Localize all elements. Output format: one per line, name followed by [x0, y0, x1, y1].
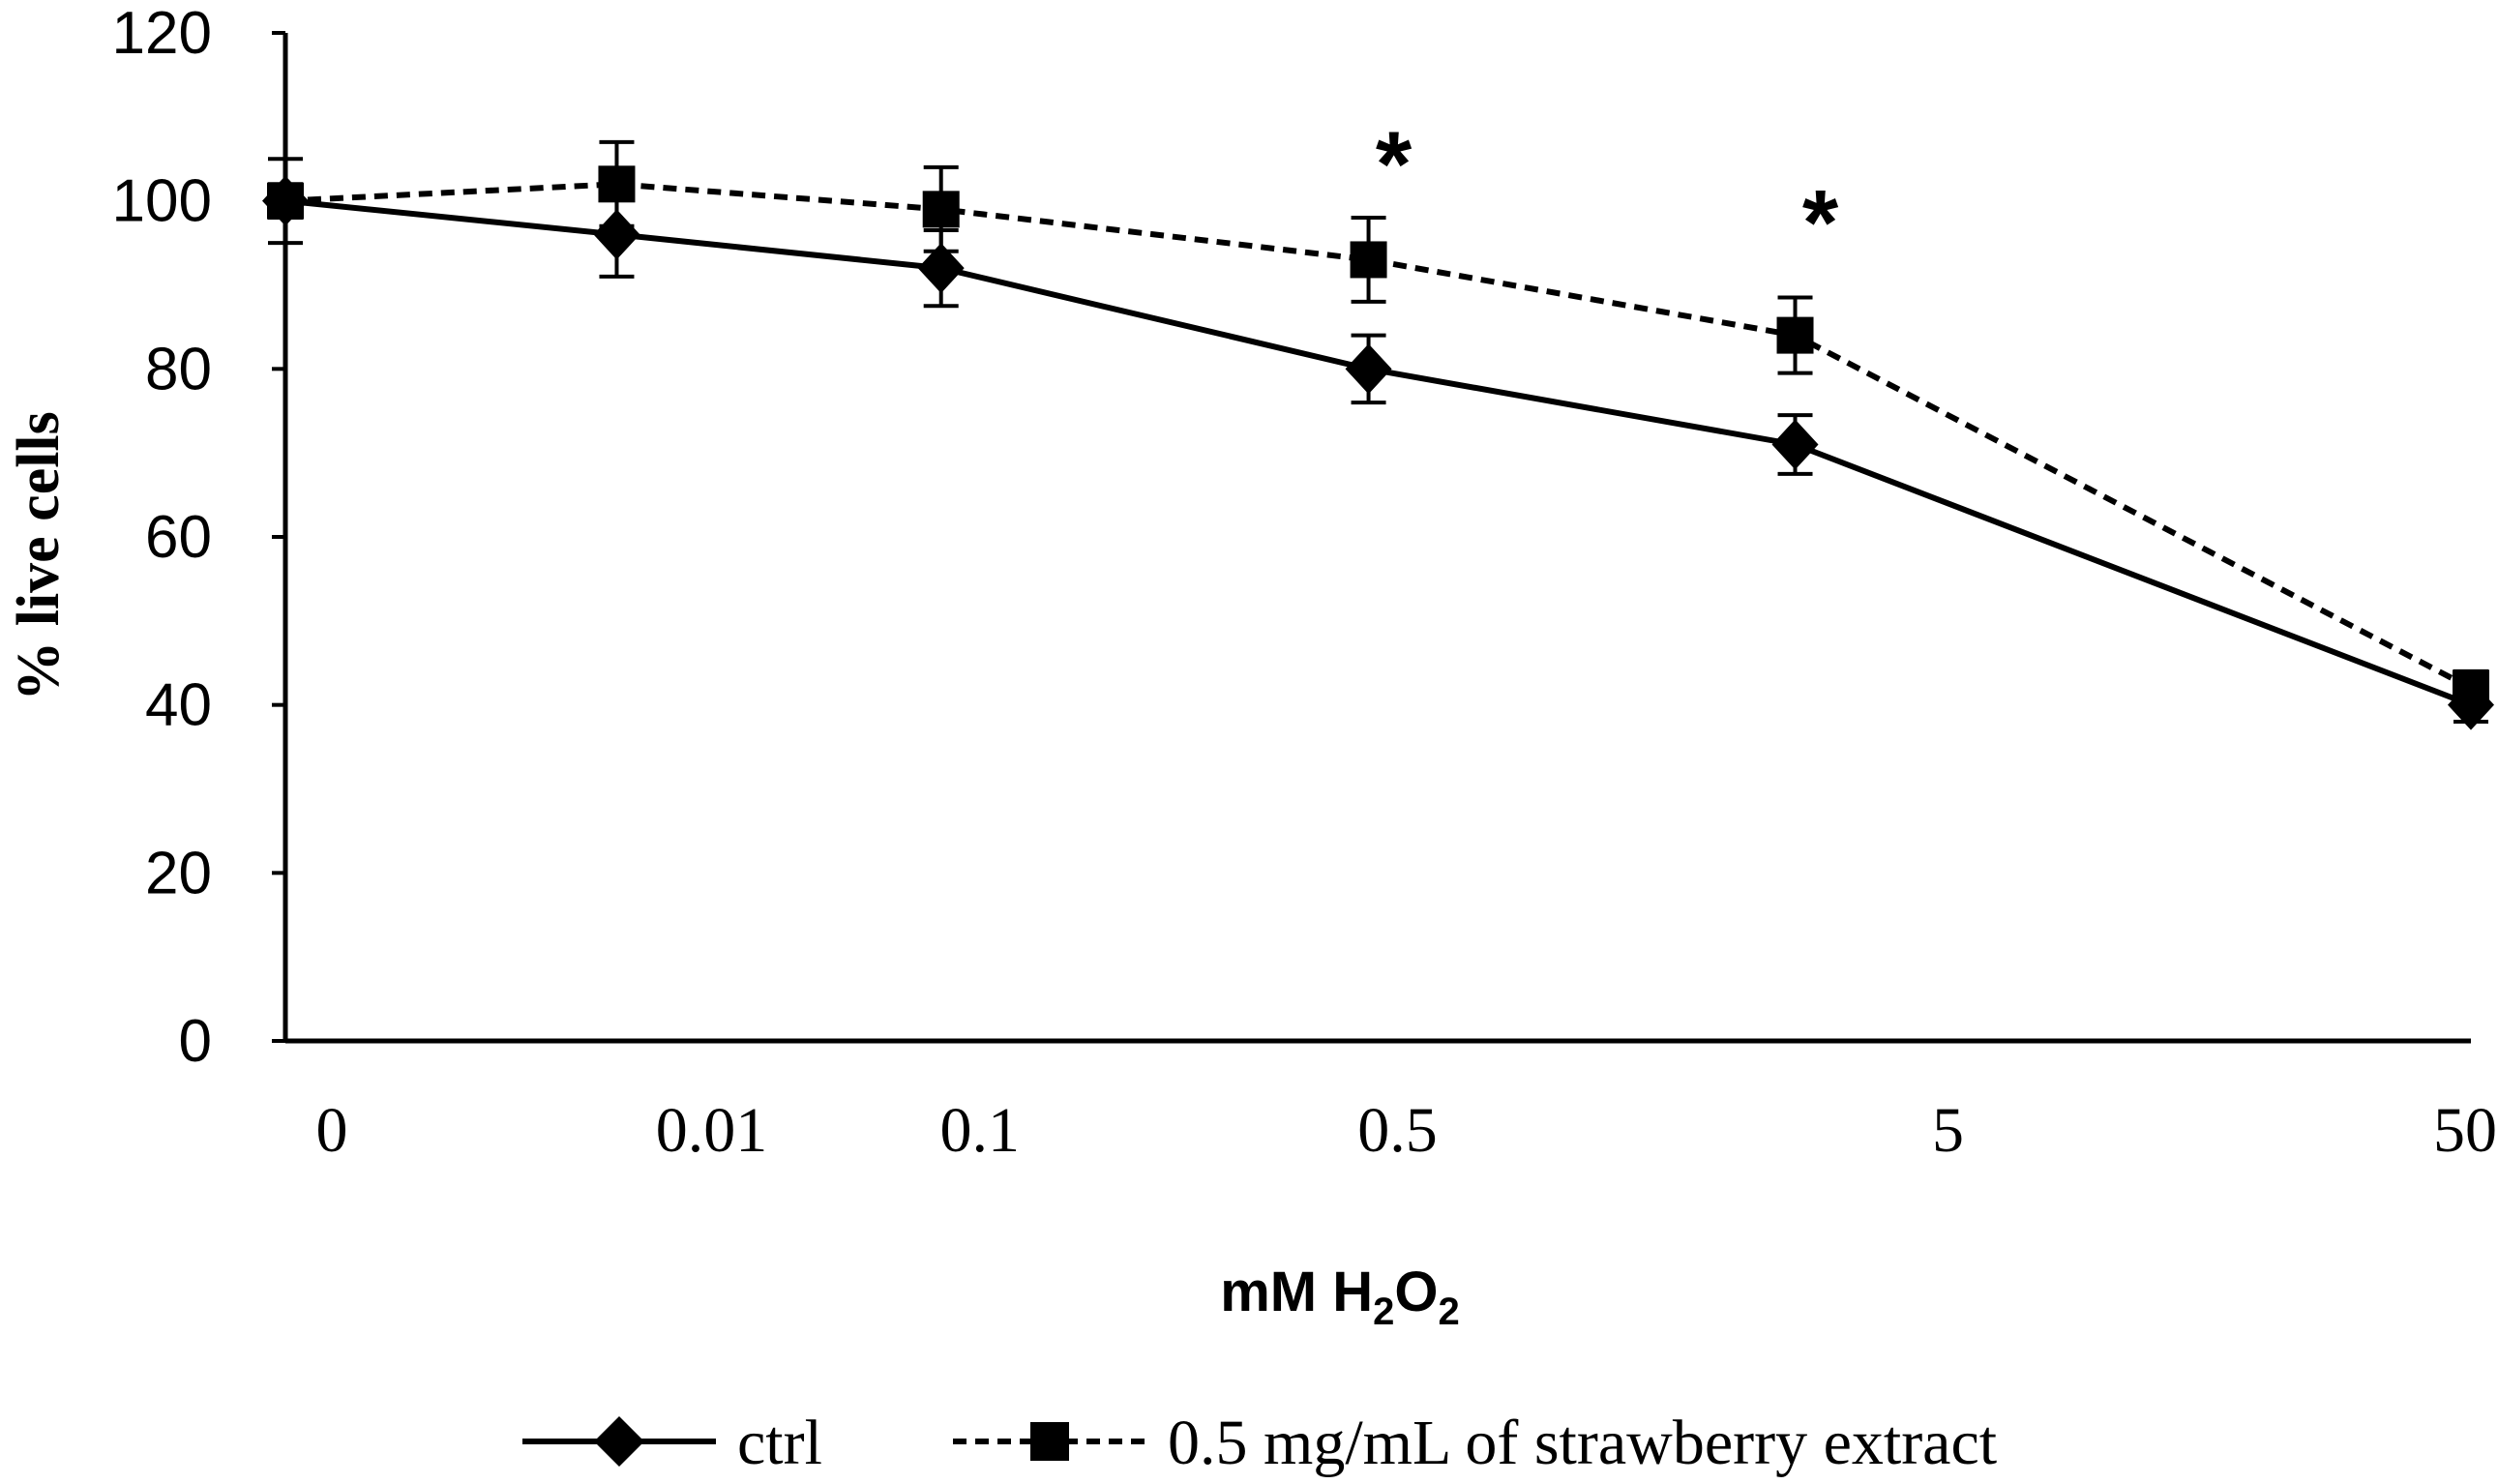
x-tick-label: 0 — [316, 1095, 348, 1166]
data-point-ctrl — [1771, 419, 1819, 470]
data-point-strawberry — [922, 191, 960, 228]
legend-label-ctrl: ctrl — [737, 1408, 822, 1478]
marker-group — [262, 165, 2494, 730]
x-axis-label-sub2: 2 — [1439, 1291, 1460, 1333]
legend-marker-diamond — [594, 1416, 644, 1467]
data-point-ctrl — [1345, 343, 1392, 395]
y-tick-group: 0 20 40 60 80 100 120 — [112, 0, 285, 1075]
y-tick-label: 80 — [145, 336, 212, 402]
x-tick-label: 5 — [1932, 1095, 1964, 1166]
x-axis-label: mM H2O2 — [1220, 1261, 1460, 1333]
x-tick-label: 0.1 — [939, 1095, 1020, 1166]
y-tick-label: 60 — [145, 504, 212, 571]
data-point-strawberry — [1350, 241, 1387, 279]
data-point-ctrl — [593, 209, 640, 260]
legend-item-strawberry: 0.5 mg/mL of strawberry extract — [953, 1408, 1997, 1478]
significance-star: * — [1376, 112, 1413, 216]
series-line-strawberry — [284, 181, 2473, 691]
x-tick-group: 0 0.01 0.1 0.5 5 50 — [316, 1095, 2498, 1166]
legend: ctrl 0.5 mg/mL of strawberry extract — [522, 1408, 1997, 1478]
x-tick-label: 50 — [2433, 1095, 2497, 1166]
data-point-strawberry — [598, 165, 636, 203]
y-tick-label: 100 — [112, 168, 212, 235]
x-axis-label-sub1: 2 — [1373, 1291, 1394, 1333]
legend-label-strawberry: 0.5 mg/mL of strawberry extract — [1168, 1408, 1997, 1478]
y-axis-label: % live cells — [6, 411, 72, 701]
y-tick-label: 0 — [179, 1008, 212, 1075]
legend-item-ctrl: ctrl — [522, 1408, 822, 1478]
y-tick-label: 40 — [145, 672, 212, 739]
legend-marker-square — [1030, 1422, 1069, 1461]
x-tick-label: 0.01 — [656, 1095, 768, 1166]
y-tick-label: 120 — [112, 0, 212, 67]
series-line-ctrl — [284, 197, 2473, 708]
significance-star: * — [1802, 171, 1839, 275]
data-point-strawberry — [1776, 316, 1814, 354]
data-point-strawberry — [2453, 669, 2489, 707]
series-line-group — [284, 181, 2473, 708]
data-point-ctrl — [917, 243, 965, 294]
data-point-strawberry — [267, 182, 304, 220]
x-tick-label: 0.5 — [1357, 1095, 1438, 1166]
x-axis-label-main: mM H — [1220, 1261, 1373, 1323]
x-axis-label-mid: O — [1394, 1261, 1438, 1323]
annotation-group: ** — [1376, 112, 1839, 275]
y-tick-label: 20 — [145, 840, 212, 906]
